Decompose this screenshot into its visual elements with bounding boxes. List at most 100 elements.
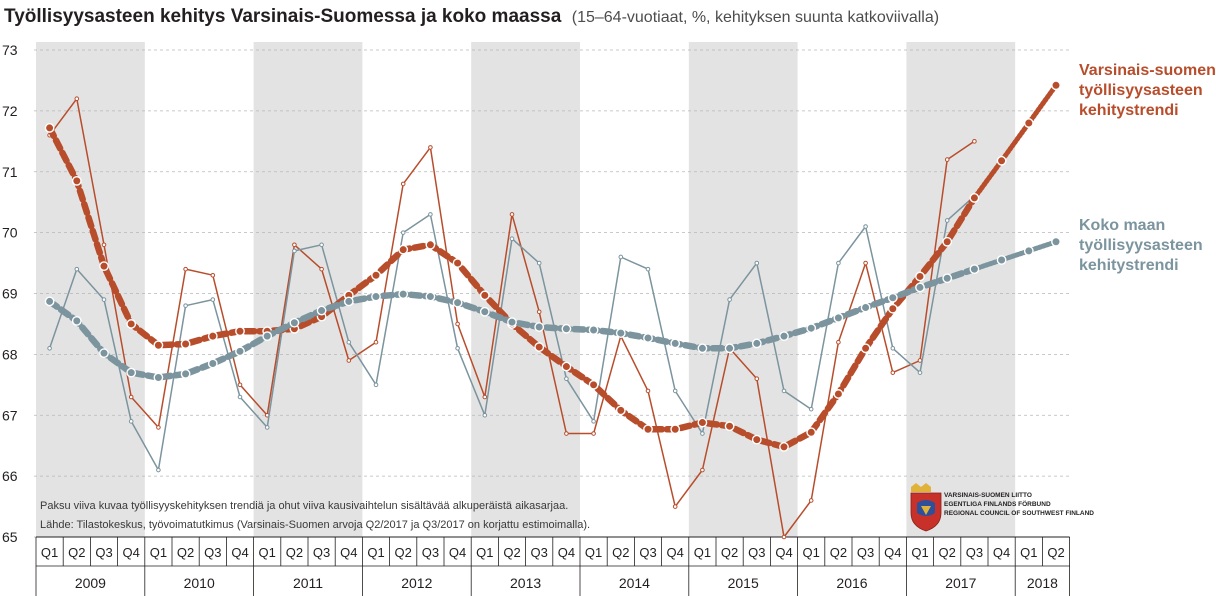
varsinais-suomi-trend-point xyxy=(615,405,626,416)
koko-maa-trend-point xyxy=(398,289,409,300)
quarter-tick-label: Q1 xyxy=(911,545,928,560)
varsinais-suomi-trend-point xyxy=(180,339,191,349)
varsinais-suomi-trend-point xyxy=(969,193,980,203)
year-band-2017 xyxy=(906,42,1016,537)
varsinais-suomi-trend-point xyxy=(833,389,844,399)
varsinais-suomi-trend-point xyxy=(235,326,245,337)
varsinais-suomi-original-point xyxy=(346,358,352,363)
koko-maa-trend-point xyxy=(153,372,164,383)
quarter-tick-label: Q3 xyxy=(857,545,874,560)
y-tick-label: 71 xyxy=(2,164,18,180)
koko-maa-trend-point xyxy=(670,338,681,349)
quarter-tick-label: Q1 xyxy=(803,545,820,560)
koko-maa-original-point xyxy=(400,230,406,235)
varsinais-suomi-trend-point xyxy=(99,261,109,272)
note-source: Lähde: Tilastokeskus, työvoimatutkimus (… xyxy=(40,519,590,531)
varsinais-suomi-original-point xyxy=(536,309,542,315)
varsinais-suomi-original-point xyxy=(128,394,134,400)
varsinais-suomi-trend-point xyxy=(207,331,218,342)
koko-maa-original-point xyxy=(672,388,678,394)
koko-maa-trend-projection xyxy=(971,239,1059,272)
y-tick-label: 68 xyxy=(2,346,18,362)
quarter-tick-label: Q2 xyxy=(68,545,85,560)
year-band-2013 xyxy=(471,42,580,537)
varsinais-suomi-trend-point xyxy=(724,421,735,432)
varsinais-suomi-original-point xyxy=(672,504,678,509)
varsinais-suomi-original-point xyxy=(700,467,705,473)
koko-maa-original-point xyxy=(863,224,868,229)
koko-maa-trend-point xyxy=(316,305,327,316)
trend-label-line: Varsinais-suomen xyxy=(1079,62,1216,79)
y-tick-label: 69 xyxy=(2,286,18,302)
koko-maa-trend-point xyxy=(942,273,953,284)
trend-label-line: työllisyysasteen xyxy=(1079,82,1203,99)
varsinais-suomi-trend-point xyxy=(860,343,871,354)
logo-text-fi: VARSINAIS-SUOMEN LIITTO xyxy=(944,492,1032,499)
quarter-tick-label: Q4 xyxy=(449,545,466,560)
varsinais-suomi-trend-point xyxy=(588,379,599,390)
varsinais-suomi-trend-point xyxy=(452,258,463,268)
regional-council-logo: VARSINAIS-SUOMEN LIITTO EGENTLIGA FINLAN… xyxy=(910,483,1094,532)
koko-maa-original-point xyxy=(808,406,814,412)
trend-label-line: kehitystrendi xyxy=(1079,102,1179,119)
koko-maa-original-point xyxy=(564,376,569,382)
varsinais-suomi-original-point xyxy=(74,96,80,101)
quarter-tick-label: Q2 xyxy=(286,545,303,560)
varsinais-suomi-original-point xyxy=(101,242,107,248)
varsinais-suomi-original-point xyxy=(400,181,406,187)
year-band-2009 xyxy=(36,42,145,537)
koko-maa-original-point xyxy=(591,419,596,424)
koko-maa-trend-point xyxy=(452,297,463,308)
koko-maa-trend-point xyxy=(915,282,925,293)
logo-text-sv: EGENTLIGA FINLANDS FÖRBUND xyxy=(944,499,1051,508)
note-trend-explanation: Paksu viiva kuvaa työllisyyskehityksen t… xyxy=(40,500,568,512)
koko-maa-trend-point xyxy=(425,291,436,302)
varsinais-suomi-original-point xyxy=(237,382,243,388)
quarter-tick-label: Q1 xyxy=(1020,545,1037,560)
varsinais-suomi-original-point xyxy=(183,266,188,272)
koko-maa-original-point xyxy=(373,382,379,388)
varsinais-suomi-trend-point xyxy=(670,424,681,435)
varsinais-suomi-original-point xyxy=(156,425,161,430)
koko-maa-trend-point xyxy=(996,255,1007,265)
year-tick-label: 2010 xyxy=(184,575,215,591)
koko-maa-trend-point xyxy=(615,328,626,338)
koko-maa-original-point xyxy=(455,345,460,351)
koko-maa-trend-point xyxy=(751,338,762,349)
year-tick-label: 2012 xyxy=(401,575,432,591)
koko-maa-trend-point xyxy=(806,323,817,334)
quarter-tick-label: Q4 xyxy=(123,545,140,560)
varsinais-suomi-original-point xyxy=(890,370,896,375)
quarter-tick-label: Q4 xyxy=(884,545,901,560)
varsinais-suomi-trend-point xyxy=(153,340,164,351)
y-axis: 65 66 67 68 69 70 71 72 73 xyxy=(2,42,18,545)
varsinais-suomi-trend-point xyxy=(425,239,436,250)
koko-maa-original-point xyxy=(319,242,324,248)
koko-maa-trend-point xyxy=(44,296,55,307)
koko-maa-trend-point xyxy=(180,368,191,379)
quarter-tick-label: Q4 xyxy=(340,545,357,560)
koko-maa-trend-point xyxy=(860,302,871,313)
koko-maa-trend-point xyxy=(779,331,789,342)
quarter-tick-label: Q2 xyxy=(503,545,520,560)
chart-subtitle: (15–64-vuotiaat, %, kehityksen suunta ka… xyxy=(572,9,939,26)
notes: Paksu viiva kuvaa työllisyyskehityksen t… xyxy=(40,500,590,531)
plot-series xyxy=(44,80,1061,540)
varsinais-suomi-original-point xyxy=(482,394,488,400)
koko-maa-original-point xyxy=(183,303,188,308)
koko-maa-original-point xyxy=(292,248,297,254)
koko-maa-trend-point xyxy=(561,323,572,334)
quarter-tick-label: Q2 xyxy=(612,545,629,560)
koko-maa-trend-point xyxy=(588,325,599,335)
varsinais-suomi-original-point xyxy=(781,534,787,540)
varsinais-suomi-original-point xyxy=(754,376,760,382)
koko-maa-original-point xyxy=(210,297,216,302)
koko-maa-original-point xyxy=(917,370,923,375)
y-tick-label: 70 xyxy=(2,225,18,241)
quarter-tick-label: Q2 xyxy=(830,545,847,560)
chart-title-main: Työllisyysasteen kehitys Varsinais-Suome… xyxy=(4,6,562,27)
koko-maa-trend-point xyxy=(643,333,653,343)
koko-maa-original-point xyxy=(781,388,787,394)
varsinais-suomi-trend-point xyxy=(779,442,789,452)
